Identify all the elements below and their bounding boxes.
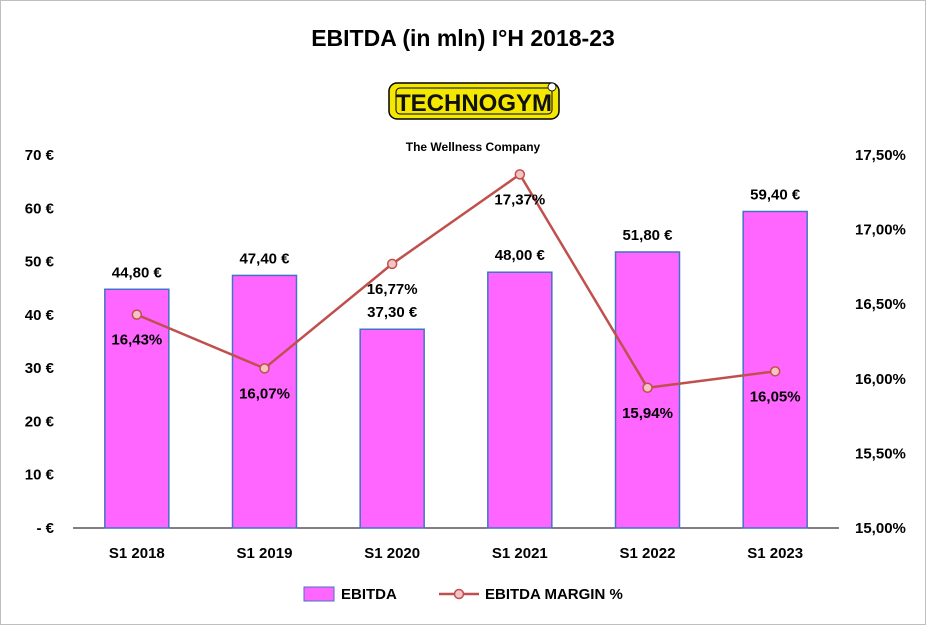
right-axis-tick-label: 15,00%	[855, 520, 906, 537]
margin-point	[386, 258, 398, 270]
legend: EBITDA EBITDA MARGIN %	[303, 586, 623, 603]
right-axis: 15,00% 15,50% 16,00% 16,50% 17,00% 17,50%	[855, 147, 906, 537]
category-label: S1 2023	[747, 545, 803, 562]
ebitda-bar	[359, 328, 425, 529]
right-axis-tick-label: 15,50%	[855, 445, 906, 462]
legend-swatch-margin-marker	[453, 588, 465, 600]
legend-label-ebitda: EBITDA	[341, 586, 397, 603]
legend-swatch-ebitda	[303, 586, 335, 602]
category-label: S1 2020	[364, 545, 420, 562]
margin-point	[131, 309, 143, 320]
right-axis-tick-label: 17,00%	[855, 222, 906, 239]
left-axis-tick-label: 10 €	[25, 467, 55, 484]
ebitda-bar	[487, 271, 553, 529]
category-label: S1 2019	[237, 545, 293, 562]
brand-logo-text: TECHNOGYM	[396, 90, 552, 117]
left-axis-tick-label: 50 €	[25, 254, 55, 271]
ebitda-bar-label: 37,30 €	[367, 304, 418, 321]
margin-point-label: 15,94%	[622, 405, 673, 422]
chart-title: EBITDA (in mln) I°H 2018-23	[311, 25, 615, 51]
right-axis-tick-label: 17,50%	[855, 147, 906, 164]
ebitda-bars	[104, 210, 808, 529]
category-label: S1 2022	[620, 545, 676, 562]
margin-point	[259, 363, 270, 374]
brand-logo: TECHNOGYM The Wellness Company	[388, 82, 560, 154]
ebitda-bar	[104, 288, 170, 529]
margin-point	[514, 169, 526, 180]
ebitda-bar-label: 51,80 €	[622, 227, 673, 244]
ebitda-bar-label: 59,40 €	[750, 186, 801, 203]
bar-value-labels: 44,80 € 47,40 € 37,30 € 48,00 € 51,80 € 59,40…	[112, 186, 801, 321]
margin-point	[769, 366, 781, 377]
right-axis-tick-label: 16,00%	[855, 371, 906, 388]
ebitda-bar-label: 47,40 €	[239, 250, 290, 267]
left-axis-tick-label: 40 €	[25, 307, 55, 324]
ebitda-bar	[231, 274, 298, 529]
category-label: S1 2018	[109, 545, 165, 562]
margin-point-label: 16,07%	[239, 385, 290, 402]
margin-value-labels: 16,43% 16,07% 16,77% 17,37% 15,94% 16,05%	[111, 191, 800, 421]
margin-point-label: 16,77%	[367, 281, 418, 298]
brand-tagline: The Wellness Company	[406, 140, 541, 154]
ebitda-bar-label: 44,80 €	[112, 264, 163, 281]
category-labels: S1 2018 S1 2019 S1 2020 S1 2021 S1 2022 S1 20…	[109, 545, 803, 562]
left-axis-tick-label: - €	[36, 520, 54, 537]
left-axis-tick-label: 30 €	[25, 360, 55, 377]
margin-line-series	[131, 169, 781, 394]
left-axis-tick-label: 60 €	[25, 200, 55, 217]
left-axis-tick-label: 70 €	[25, 147, 55, 164]
margin-point-label: 16,43%	[111, 332, 162, 349]
margin-line	[136, 172, 776, 390]
left-axis: - € 10 € 20 € 30 € 40 € 50 € 60 € 70 €	[25, 147, 55, 537]
right-axis-tick-label: 16,50%	[855, 296, 906, 313]
legend-label-margin: EBITDA MARGIN %	[485, 586, 623, 603]
category-label: S1 2021	[492, 545, 548, 562]
margin-point	[642, 382, 653, 394]
left-axis-tick-label: 20 €	[25, 413, 55, 430]
ebitda-bar-label: 48,00 €	[495, 247, 546, 264]
margin-point-label: 17,37%	[494, 191, 545, 208]
margin-point-label: 16,05%	[750, 388, 801, 405]
